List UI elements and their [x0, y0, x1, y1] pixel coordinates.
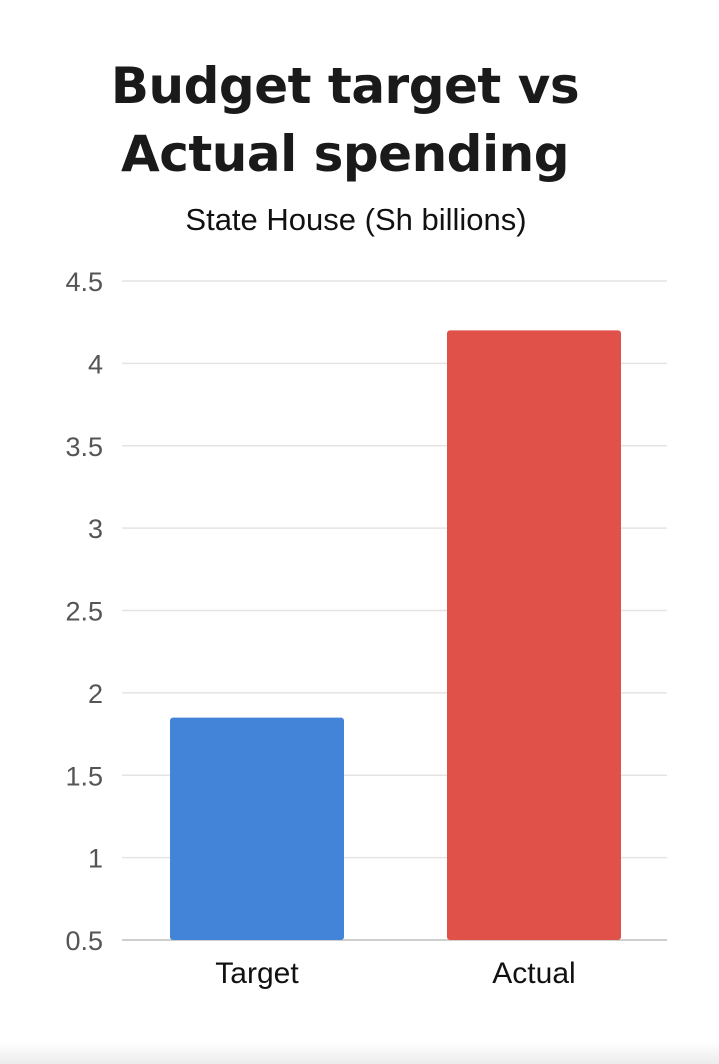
y-tick-label: 2.5 [65, 597, 103, 627]
y-tick-label: 4.5 [65, 267, 103, 297]
y-tick-label: 2 [88, 679, 103, 709]
bottom-edge [0, 1042, 719, 1064]
y-tick-label: 3 [88, 514, 103, 544]
chart-subtitle: State House (Sh billions) [185, 202, 527, 237]
y-tick-label: 4 [88, 349, 103, 379]
y-tick-label: 0.5 [65, 926, 103, 956]
y-tick-label: 1 [88, 844, 103, 874]
bar-actual [447, 330, 621, 940]
chart-title: Budget target vs Actual spending [0, 52, 690, 188]
x-tick-label: Actual [492, 957, 575, 990]
y-tick-label: 3.5 [65, 432, 103, 462]
chart-title-line-2: Actual spending [121, 125, 570, 183]
bar-target [170, 717, 344, 940]
chart-title-line-1: Budget target vs [110, 57, 580, 115]
y-tick-label: 1.5 [65, 761, 103, 791]
x-tick-label: Target [215, 957, 299, 990]
